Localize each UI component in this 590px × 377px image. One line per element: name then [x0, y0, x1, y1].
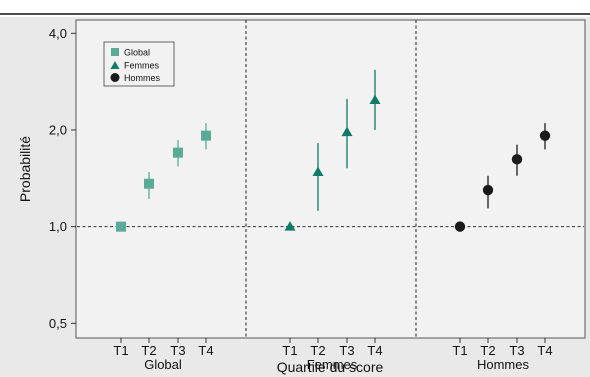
- x-tick-label: T1: [113, 343, 128, 358]
- x-tick-label: T1: [282, 343, 297, 358]
- legend-label-femmes: Femmes: [124, 61, 160, 71]
- y-tick-label: 0,5: [49, 316, 67, 331]
- panel-dividers: [245, 20, 417, 338]
- legend-label-hommes: Hommes: [124, 73, 161, 83]
- data-point-circle: [539, 130, 551, 141]
- x-group-label: Hommes: [477, 357, 530, 372]
- y-axis: 0,5 1,0 2,0 4,0: [49, 26, 76, 331]
- data-point-triangle: [284, 221, 296, 231]
- x-tick-label: T1: [452, 343, 467, 358]
- y-tick-label: 2,0: [49, 122, 67, 137]
- data-point-circle: [454, 221, 466, 232]
- x-tick-label: T3: [170, 343, 185, 358]
- y-tick-label: 1,0: [49, 219, 67, 234]
- data-point-square: [173, 147, 183, 158]
- data-point-square: [201, 130, 211, 141]
- x-group-label: Global: [144, 357, 182, 372]
- legend-triangle-icon: [110, 61, 120, 69]
- x-tick-label: T2: [310, 343, 325, 358]
- legend: Global Femmes Hommes: [103, 41, 175, 87]
- data-point-circle: [511, 154, 523, 165]
- y-axis-title: Probabilité: [17, 136, 33, 202]
- x-axis-title: Quartile du score: [277, 359, 384, 375]
- y-tick-label: 4,0: [49, 26, 67, 41]
- data-point-triangle: [341, 126, 353, 137]
- x-group-label: Femmes: [307, 357, 358, 372]
- data-point-triangle: [312, 166, 324, 176]
- data-point-square: [144, 178, 154, 189]
- x-tick-label: T4: [537, 343, 552, 358]
- legend-label-global: Global: [124, 48, 150, 58]
- data-point-circle: [482, 184, 494, 196]
- legend-square-icon: [111, 48, 119, 56]
- legend-circle-icon: [110, 73, 120, 82]
- x-tick-label: T4: [198, 343, 213, 358]
- x-tick-label: T4: [367, 343, 382, 358]
- x-axis: T1 T2 T3 T4 Global T1 T2 T3 T4 Femmes T1 T2 T3 T4 Homm…: [113, 338, 553, 372]
- data-point-square: [116, 221, 126, 232]
- data-marks: [116, 69, 551, 232]
- data-point-triangle: [369, 94, 381, 104]
- x-tick-label: T3: [509, 343, 524, 358]
- x-tick-label: T2: [480, 343, 495, 358]
- x-tick-label: T2: [141, 343, 156, 358]
- x-tick-label: T3: [339, 343, 354, 358]
